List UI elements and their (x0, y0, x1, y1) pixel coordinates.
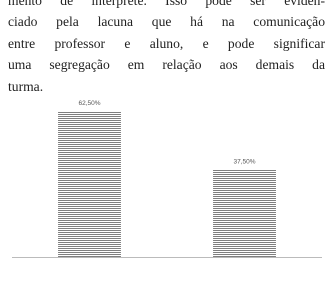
text-line: mento de intérprete. Isso pode ser evide… (8, 0, 325, 8)
data-label: 62,50% (78, 100, 100, 107)
text-line: turma. (8, 78, 44, 94)
text-line: ciado pela lacuna que há na comunicação (8, 14, 325, 30)
text-line: entre professor e aluno, e pode signific… (8, 35, 325, 51)
paragraph: mento de intérprete. Isso pode ser evide… (8, 0, 325, 97)
bar (213, 169, 276, 257)
text-line: uma segregação em relação aos demais da (8, 57, 325, 73)
bar (58, 111, 121, 258)
data-label: 37,50% (233, 158, 255, 165)
